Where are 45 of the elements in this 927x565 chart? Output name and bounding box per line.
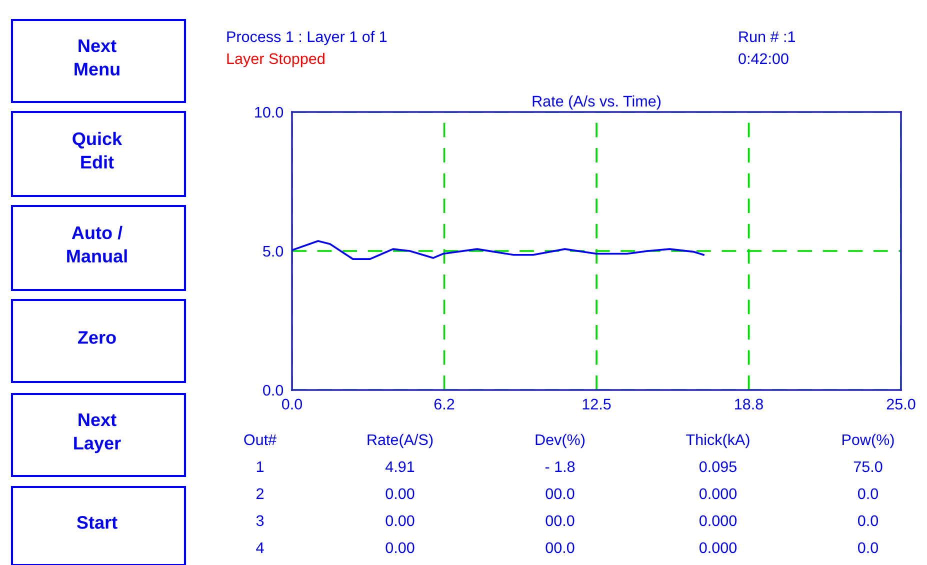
text: Zero (78, 331, 116, 344)
line-series (292, 240, 705, 260)
text: - 1.8 (545, 461, 575, 472)
x-tick-label: 18.8 (735, 398, 763, 410)
text: 0.000 (699, 488, 737, 500)
text: Dev(%) (536, 434, 585, 448)
text: 4.91 (385, 461, 414, 472)
text: 75.0 (854, 461, 882, 472)
text: Quick Edit (72, 132, 122, 169)
text: Out# (244, 434, 276, 446)
y-tick-label: 10.0 (255, 106, 284, 118)
text: 0:42:00 (738, 53, 788, 64)
text: 0.0 (858, 515, 878, 526)
text: 00.0 (546, 542, 574, 554)
text: 3 (256, 515, 264, 526)
text: 0.00 (386, 515, 414, 526)
chart-title: Rate (A/s vs. Time) (532, 95, 660, 110)
text: Start (76, 516, 118, 529)
text: Process 1 : Layer 1 of 1 (227, 30, 387, 46)
text: Run # :1 (739, 31, 796, 42)
x-tick-label: 25.0 (886, 398, 916, 410)
text: Layer Stopped (227, 52, 324, 68)
text: Auto / Manual (67, 226, 127, 263)
x-tick-label: 12.5 (582, 398, 611, 410)
text: 1 (256, 461, 264, 472)
y-tick-label: 5.0 (263, 246, 284, 257)
text: 0.00 (386, 542, 414, 554)
text: Next Layer (74, 414, 121, 454)
text: 00.0 (546, 515, 574, 526)
y-tick-label: 0.0 (263, 384, 284, 396)
text: 0.00 (386, 488, 414, 500)
x-tick-label: 6.2 (434, 398, 454, 410)
text: 0.0 (858, 488, 878, 500)
text: Rate(A/S) (368, 434, 433, 448)
text: Next Menu (74, 40, 120, 76)
text: 0.0 (858, 542, 878, 554)
text: Pow(%) (842, 434, 894, 448)
text: 2 (256, 488, 264, 499)
text: Thick(kA) (686, 434, 750, 448)
x-tick-label: 0.0 (282, 398, 302, 410)
text: 4 (256, 542, 264, 553)
text: 0.095 (699, 461, 736, 472)
text: 0.000 (699, 542, 737, 554)
text: 0.000 (699, 515, 737, 526)
text: 00.0 (546, 488, 574, 500)
